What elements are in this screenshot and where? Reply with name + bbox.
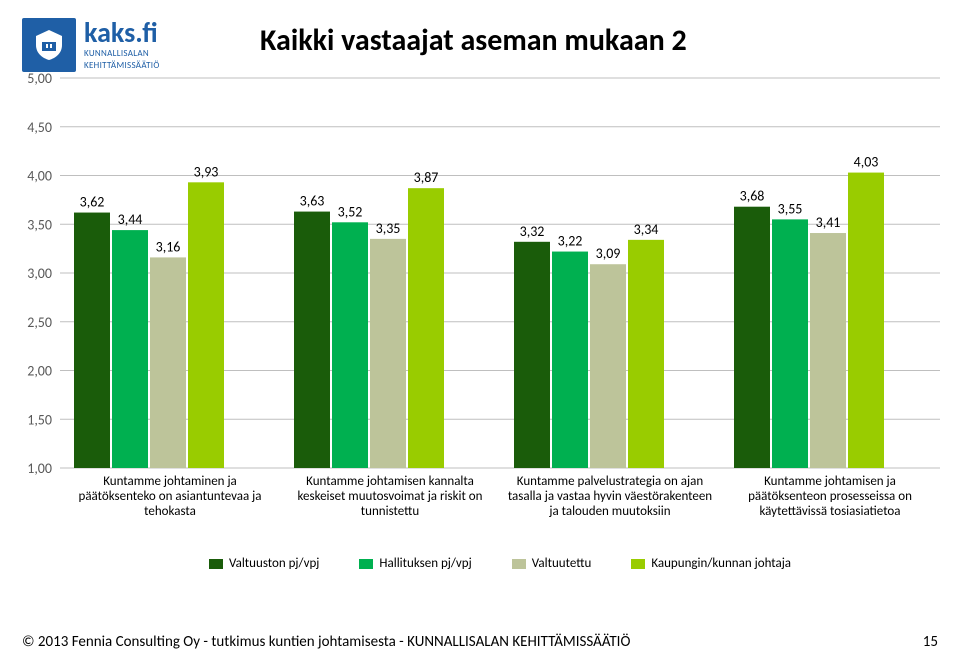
legend-swatch	[359, 559, 373, 569]
category-label: Kuntamme johtaminen ja päätöksenteko on …	[60, 473, 280, 520]
bar-value-label: 3,44	[118, 211, 143, 228]
bar	[370, 239, 406, 468]
bar-value-label: 3,93	[194, 163, 219, 180]
legend-label: Kaupungin/kunnan johtaja	[651, 556, 791, 571]
bar-value-label: 3,09	[596, 245, 621, 262]
footer-text: © 2013 Fennia Consulting Oy - tutkimus k…	[22, 633, 630, 651]
legend-label: Hallituksen pj/vpj	[379, 556, 471, 571]
chart-plot: 5,004,504,003,503,002,502,001,501,003,62…	[60, 78, 940, 468]
legend-label: Valtuutettu	[532, 556, 592, 571]
logo-sub2: KEHITTÄMISSÄÄTIÖ	[84, 61, 160, 71]
bar-value-label: 3,34	[634, 221, 659, 238]
svg-text:1,00: 1,00	[27, 460, 52, 477]
bar	[590, 264, 626, 468]
legend-item: Hallituksen pj/vpj	[359, 556, 471, 571]
bar-value-label: 3,41	[816, 214, 841, 231]
logo-text: kaks.fi KUNNALLISALAN KEHITTÄMISSÄÄTIÖ	[84, 19, 160, 71]
svg-text:2,00: 2,00	[27, 363, 52, 380]
slide: { "logo":{"brand":"kaks.fi","sub1":"KUNN…	[0, 0, 960, 665]
logo-mark	[22, 18, 76, 72]
legend-swatch	[631, 559, 645, 569]
bar	[188, 182, 224, 468]
bar	[112, 230, 148, 468]
logo-sub1: KUNNALLISALAN	[84, 49, 160, 59]
category-label: Kuntamme palvelustrategia on ajan tasall…	[500, 473, 720, 520]
bar-value-label: 3,87	[414, 169, 439, 186]
bar-value-label: 3,68	[740, 188, 765, 205]
svg-text:4,00: 4,00	[27, 168, 52, 185]
category-labels: Kuntamme johtaminen ja päätöksenteko on …	[60, 473, 940, 520]
bar-value-label: 3,22	[558, 233, 583, 250]
svg-text:4,50: 4,50	[27, 119, 52, 136]
svg-text:2,50: 2,50	[27, 314, 52, 331]
bar	[734, 207, 770, 468]
legend-item: Valtuutettu	[512, 556, 592, 571]
legend-swatch	[512, 559, 526, 569]
bar-value-label: 3,52	[338, 203, 363, 220]
category-label: Kuntamme johtamisen kannalta keskeiset m…	[280, 473, 500, 520]
svg-text:1,50: 1,50	[27, 411, 52, 428]
shield-icon	[32, 28, 66, 62]
logo-brand: kaks.fi	[84, 19, 160, 47]
bar	[294, 212, 330, 468]
bar-value-label: 3,55	[778, 200, 803, 217]
bar	[514, 242, 550, 468]
bar	[74, 213, 110, 468]
legend: Valtuuston pj/vpj Hallituksen pj/vpj Val…	[60, 556, 940, 571]
legend-item: Kaupungin/kunnan johtaja	[631, 556, 791, 571]
bar	[628, 240, 664, 468]
legend-label: Valtuuston pj/vpj	[229, 556, 319, 571]
legend-item: Valtuuston pj/vpj	[209, 556, 319, 571]
legend-swatch	[209, 559, 223, 569]
category-label: Kuntamme johtamisen ja päätöksenteon pro…	[720, 473, 940, 520]
chart-title: Kaikki vastaajat aseman mukaan 2	[260, 22, 687, 59]
svg-text:5,00: 5,00	[27, 70, 52, 87]
bar	[772, 219, 808, 468]
bar	[332, 222, 368, 468]
page-number: 15	[923, 633, 938, 651]
logo: kaks.fi KUNNALLISALAN KEHITTÄMISSÄÄTIÖ	[22, 18, 160, 72]
svg-text:3,50: 3,50	[27, 216, 52, 233]
bar	[848, 173, 884, 468]
bar	[552, 252, 588, 468]
chart: 5,004,504,003,503,002,502,001,501,003,62…	[18, 78, 942, 576]
bar-value-label: 4,03	[854, 154, 879, 171]
svg-text:3,00: 3,00	[27, 265, 52, 282]
bar	[408, 188, 444, 468]
bar-value-label: 3,32	[520, 223, 545, 240]
bar-value-label: 3,62	[80, 194, 105, 211]
bar	[810, 233, 846, 468]
bar-value-label: 3,63	[300, 193, 325, 210]
bar-value-label: 3,35	[376, 220, 401, 237]
bar-value-label: 3,16	[156, 238, 181, 255]
bar	[150, 257, 186, 468]
